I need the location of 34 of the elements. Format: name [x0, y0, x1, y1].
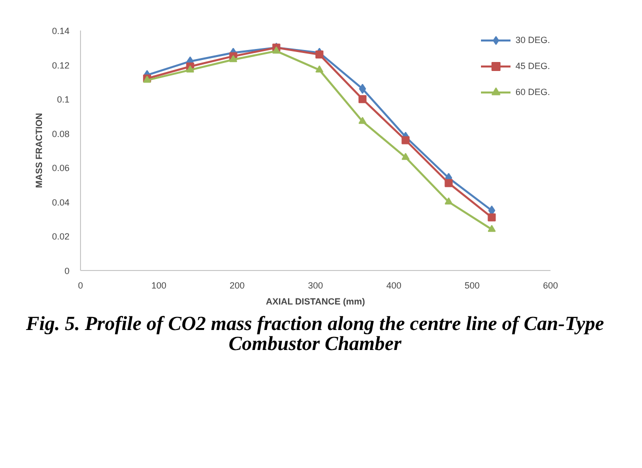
- point: [488, 213, 496, 222]
- x-axis-title: AXIAL DISTANCE (mm): [266, 296, 366, 306]
- point: [488, 224, 496, 232]
- point: [402, 136, 410, 144]
- caption: Fig. 5. Profile of CO2 mass fraction along the centre line of Can-Type Combustor Chamber: [24, 313, 606, 355]
- y-axis-title: MASS FRACTION: [34, 113, 44, 188]
- point: [358, 116, 366, 124]
- legend-label: 60 DEG.: [515, 87, 550, 97]
- y-tick-label: 0.02: [52, 232, 70, 242]
- y-tick-label: 0.1: [56, 94, 70, 105]
- y-tick-label: 0.04: [52, 197, 70, 208]
- point: [229, 55, 238, 62]
- x-tick-label: 200: [230, 280, 245, 290]
- x-tick-label: 500: [464, 280, 480, 290]
- x-tick-label: 400: [386, 280, 402, 290]
- legend-label: 30 DEG.: [515, 35, 550, 45]
- x-tick-label: 600: [542, 280, 558, 290]
- y-tick-label: 0.06: [52, 163, 70, 174]
- point: [358, 95, 366, 104]
- x-tick-label: 0: [78, 280, 84, 290]
- y-tick-label: 0.14: [52, 26, 70, 36]
- y-tick-label: 0.12: [52, 60, 70, 70]
- x-tick-label: 100: [151, 280, 166, 290]
- point: [272, 46, 280, 54]
- point: [315, 50, 324, 58]
- y-tick-label: 0: [64, 266, 70, 276]
- point: [186, 65, 194, 72]
- point: [444, 197, 453, 204]
- legend-label: 45 DEG.: [515, 61, 550, 71]
- point: [402, 152, 410, 160]
- y-tick-label: 0.08: [52, 128, 70, 139]
- point: [315, 65, 324, 72]
- point: [444, 179, 453, 188]
- x-tick-label: 300: [308, 280, 324, 290]
